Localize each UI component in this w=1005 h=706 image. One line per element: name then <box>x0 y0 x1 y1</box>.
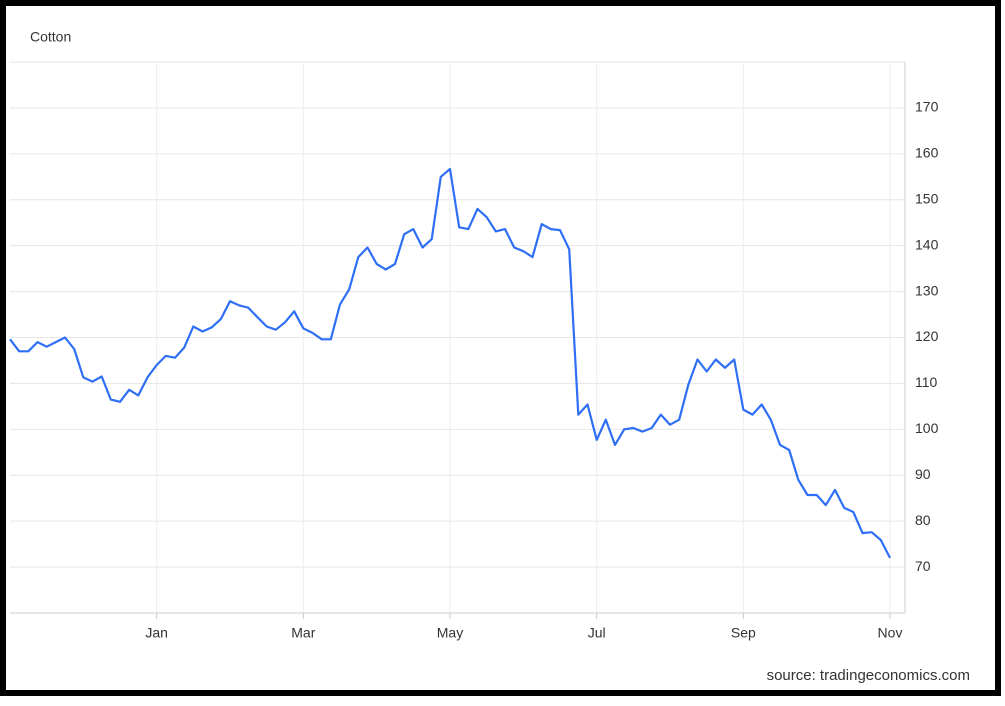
y-tick-label: 70 <box>915 558 931 574</box>
y-tick-label: 170 <box>915 99 939 115</box>
price-line <box>9 167 891 559</box>
y-tick-label: 140 <box>915 236 939 252</box>
y-tick-label: 160 <box>915 145 939 161</box>
source: source: tradingeconomics.com <box>767 667 970 684</box>
y-tick-label: 120 <box>915 328 939 344</box>
y-tick-label: 110 <box>915 374 938 390</box>
chart-title: Cotton <box>30 29 71 45</box>
x-tick-label: Sep <box>731 625 756 641</box>
x-tick-label: May <box>437 625 463 641</box>
y-tick-label: 90 <box>915 466 931 482</box>
x-tick-label: Nov <box>878 625 903 641</box>
x-tick-label: Jan <box>145 625 168 641</box>
x-tick-label: Mar <box>291 625 315 641</box>
y-tick-label: 130 <box>915 282 939 298</box>
y-tick-label: 80 <box>915 512 931 528</box>
y-tick-label: 100 <box>915 420 939 436</box>
x-tick-label: Jul <box>588 625 606 641</box>
y-tick-label: 150 <box>915 190 939 206</box>
